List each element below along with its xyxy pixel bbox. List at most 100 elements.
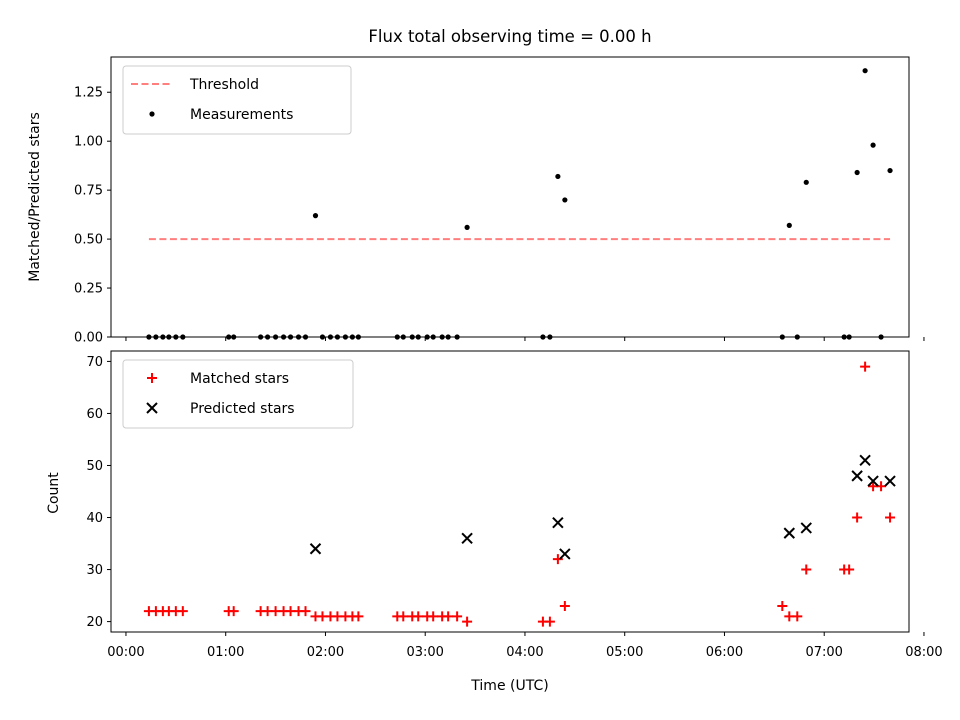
measurement-point: [334, 334, 341, 340]
y-tick-label: 1.00: [74, 135, 103, 150]
measurement-point: [803, 179, 809, 185]
measurement-point: [231, 334, 237, 340]
x-tick-label: 01:00: [207, 645, 244, 660]
measurement-point: [555, 173, 561, 180]
y-tick-label: 40: [86, 511, 103, 526]
predicted-star-point: [884, 475, 896, 487]
matched-star-point: [552, 554, 563, 565]
measurement-point: [862, 68, 868, 74]
measurement-point: [280, 334, 287, 340]
measurement-point: [439, 334, 445, 340]
legend-label: Threshold: [189, 77, 259, 93]
measurement-point: [424, 334, 430, 340]
matched-star-point: [228, 606, 239, 617]
matched-star-point: [428, 611, 439, 622]
measurement-point: [342, 334, 349, 340]
bottom-plot-area: 00:00 01:00 02:00 03:00 04:00 05:00 06:00 07:00…: [86, 350, 943, 660]
y-tick-label: 50: [86, 459, 103, 474]
measurement-point: [430, 334, 436, 340]
measurement-point: [319, 334, 326, 340]
matched-star-point: [443, 611, 454, 622]
matched-star-point: [462, 616, 473, 627]
matched-star-point: [801, 564, 812, 575]
legend-matched-handle: [147, 373, 157, 383]
measurement-point: [173, 334, 179, 340]
x-tick-label: 02:00: [307, 645, 344, 660]
matched-star-point: [544, 616, 555, 627]
measurement-point: [400, 334, 406, 340]
measurement-point: [445, 334, 451, 340]
y-tick-label: 0.00: [74, 331, 103, 346]
matched-star-point: [792, 611, 803, 622]
x-tick-label: 07:00: [805, 645, 842, 660]
measurement-point: [878, 334, 884, 340]
predicted-star-point: [867, 475, 879, 487]
predicted-star-point: [461, 532, 473, 545]
y-tick-label: 30: [86, 563, 103, 578]
measurement-point: [153, 334, 159, 340]
measurement-point: [327, 334, 334, 340]
measurement-point: [786, 222, 792, 228]
legend-label: Predicted stars: [190, 401, 295, 417]
measurement-point: [540, 334, 546, 340]
matched-star-point: [852, 512, 863, 523]
x-tick-label: 04:00: [506, 645, 543, 660]
x-tick-label: 08:00: [905, 645, 942, 660]
measurement-point: [355, 334, 361, 340]
x-tick-label: 06:00: [706, 645, 743, 660]
measurement-point: [415, 334, 421, 340]
predicted-star-point: [559, 548, 571, 560]
measurement-point: [394, 334, 400, 340]
measurement-point: [258, 334, 264, 340]
measurement-point: [870, 142, 876, 148]
legend-predicted-handle: [146, 402, 158, 414]
measurement-point: [287, 334, 294, 340]
legend-label: Matched stars: [190, 371, 289, 387]
predicted-star-point: [800, 522, 812, 534]
predicted-star-point: [783, 527, 796, 539]
matched-star-point: [860, 361, 871, 372]
measurement-point: [841, 334, 847, 340]
matched-star-point: [177, 606, 188, 617]
measurement-point: [349, 334, 355, 340]
predicted-star-point: [859, 454, 871, 466]
measurement-point: [265, 334, 271, 340]
top-plot-area: 0.00 0.25 0.50 0.75 1.00 1.25 Threshold Measure…: [74, 56, 925, 346]
x-tick-label: 00:00: [107, 645, 144, 660]
measurement-point: [464, 224, 470, 230]
x-tick-label: 05:00: [606, 645, 643, 660]
measurement-point: [272, 334, 279, 340]
matched-star-point: [452, 611, 463, 622]
legend-label: Measurements: [190, 107, 293, 123]
y-tick-label: 0.25: [74, 282, 103, 297]
bottom-y-axis-title: Count: [46, 472, 62, 514]
measurement-point: [562, 197, 568, 203]
measurement-point: [854, 169, 860, 176]
y-tick-label: 0.50: [74, 233, 103, 248]
matched-star-point: [885, 512, 896, 523]
measurement-point: [166, 334, 172, 340]
legend-measurement-handle: [149, 111, 155, 117]
x-axis-title: Time (UTC): [470, 678, 548, 694]
measurement-point: [180, 334, 186, 340]
matched-star-point: [844, 564, 855, 575]
measurement-point: [312, 213, 319, 219]
matched-star-point: [300, 606, 311, 617]
y-tick-label: 20: [86, 615, 103, 630]
measurement-point: [409, 334, 415, 340]
measurement-point: [887, 167, 893, 174]
measurement-point: [547, 334, 553, 340]
y-tick-label: 0.75: [74, 184, 103, 199]
axes-frame: [110, 56, 910, 338]
y-tick-label: 60: [86, 407, 103, 422]
legend-box: [122, 359, 354, 429]
measurement-point: [302, 334, 309, 340]
matched-star-point: [777, 600, 788, 611]
matched-star-point: [398, 611, 409, 622]
y-tick-label: 1.25: [74, 86, 103, 101]
measurement-point: [794, 334, 800, 340]
measurement-point: [226, 334, 232, 340]
chart-title: Flux total observing time = 0.00 h: [368, 27, 651, 46]
axes-frame: [110, 350, 910, 633]
predicted-star-point: [552, 517, 564, 529]
